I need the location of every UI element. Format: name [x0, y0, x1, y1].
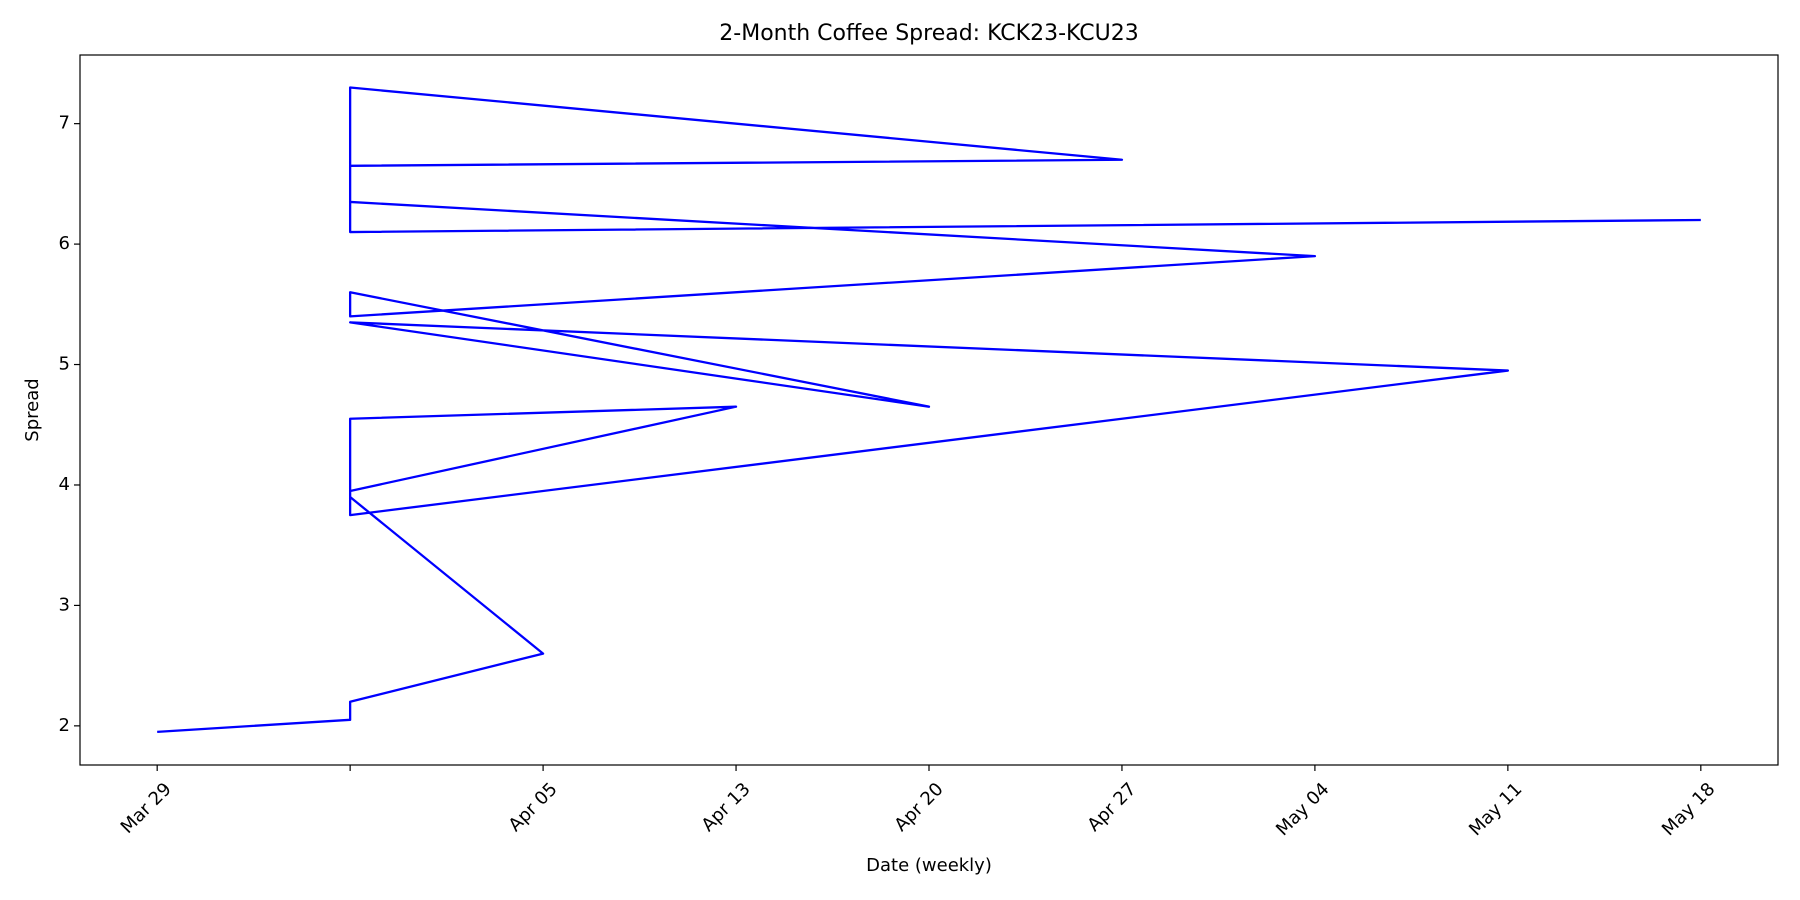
x-tick-label: Apr 20 — [890, 779, 947, 836]
y-tick-label: 2 — [59, 715, 70, 736]
x-tick-label: May 11 — [1465, 779, 1526, 840]
y-tick-label: 5 — [59, 354, 70, 375]
chart-title: 2-Month Coffee Spread: KCK23-KCU23 — [719, 21, 1138, 46]
x-tick-label: May 04 — [1272, 779, 1333, 840]
y-axis-label: Spread — [22, 378, 43, 441]
x-tick-label: Apr 05 — [505, 779, 562, 836]
x-tick-label: Mar 29 — [117, 779, 176, 838]
x-tick-label: Apr 27 — [1083, 779, 1140, 836]
x-axis-label: Date (weekly) — [866, 855, 992, 876]
y-tick-label: 7 — [59, 113, 70, 134]
x-tick-label: Apr 13 — [698, 779, 755, 836]
plot-frame — [79, 54, 1779, 766]
y-tick-label: 4 — [59, 474, 70, 495]
y-tick-label: 3 — [59, 594, 70, 615]
x-tick-label: May 18 — [1658, 779, 1719, 840]
y-tick-label: 6 — [59, 233, 70, 254]
line-series — [157, 86, 1701, 734]
